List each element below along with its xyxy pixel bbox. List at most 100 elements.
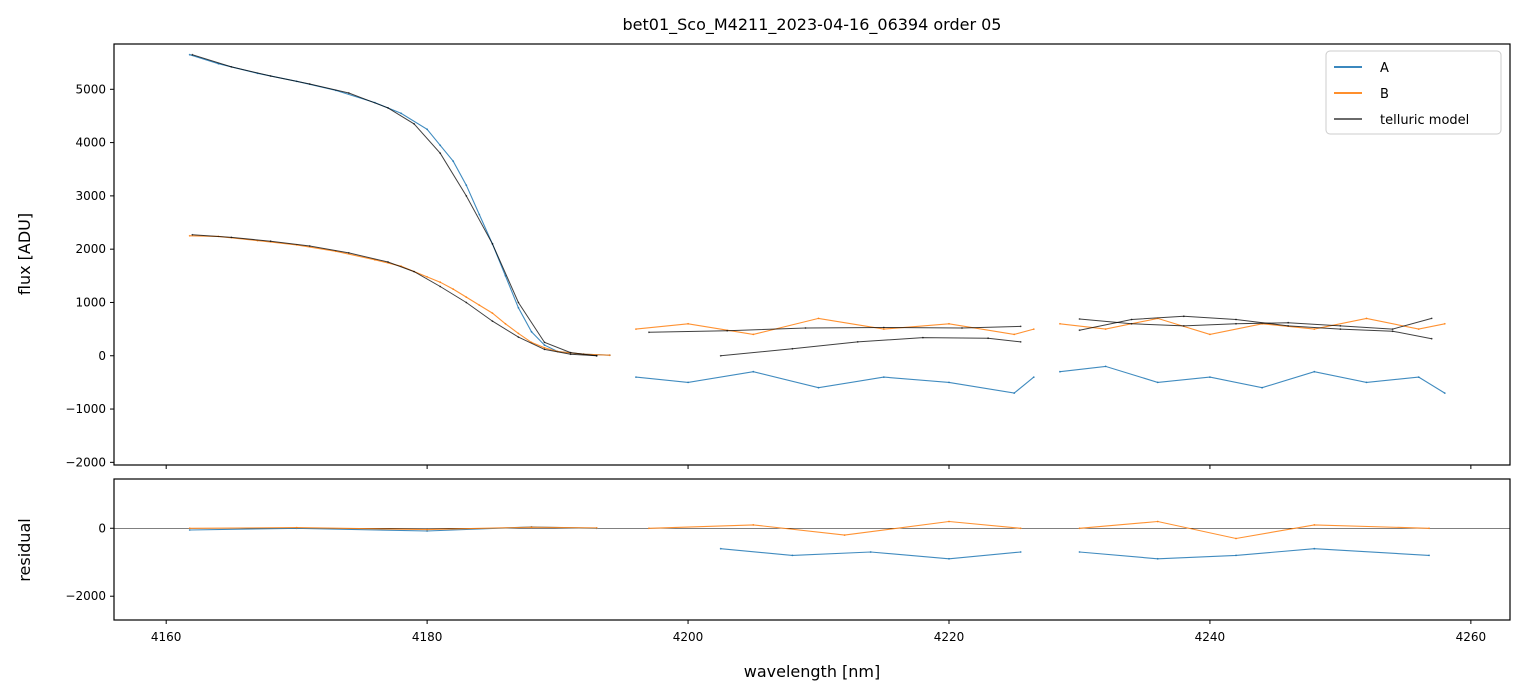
- top-point-a-2-7: [1417, 376, 1420, 378]
- top-point-telluric-model-0-2: [269, 75, 272, 77]
- top-point-telluric-model-5-7: [1430, 337, 1433, 340]
- bottom-point-a-2-4: [1428, 554, 1430, 557]
- top-point-telluric-model-5-3: [1235, 318, 1237, 321]
- top-point-telluric-model-3-1: [791, 347, 794, 350]
- top-ytick-label: 2000: [75, 242, 106, 256]
- top-point-telluric-model-0-0: [191, 53, 194, 56]
- top-point-a-0-0: [188, 53, 191, 56]
- top-point-a-2-8: [1443, 392, 1446, 394]
- bottom-point-a-1-0: [719, 547, 722, 550]
- top-point-a-1-0: [635, 376, 637, 378]
- top-point-telluric-model-4-4: [1287, 321, 1290, 324]
- top-point-b-0-8: [439, 281, 442, 284]
- top-series-telluric-model-segment-1: [192, 234, 597, 357]
- bottom-point-a-0-2: [426, 530, 428, 532]
- top-point-telluric-model-5-4: [1287, 325, 1290, 327]
- bottom-xtick-label: 4200: [673, 630, 704, 644]
- top-point-telluric-model-1-9: [491, 320, 494, 322]
- bottom-point-b-1-4: [1019, 527, 1022, 530]
- top-ytick-label: 5000: [75, 82, 106, 96]
- top-point-b-0-9: [452, 288, 455, 290]
- top-point-telluric-model-4-7: [1430, 317, 1433, 320]
- top-series-telluric-model-segment-3: [720, 337, 1021, 357]
- bottom-y-label: residual: [15, 518, 34, 581]
- top-point-a-0-6: [400, 112, 402, 115]
- bottom-xtick-label: 4160: [151, 630, 182, 644]
- top-point-telluric-model-3-0: [719, 354, 722, 357]
- top-point-telluric-model-2-5: [1019, 325, 1022, 328]
- top-series-telluric-model-segment-0: [192, 54, 597, 357]
- top-point-b-0-0: [188, 234, 191, 237]
- top-point-a-0-15: [530, 330, 533, 333]
- chart-title: bet01_Sco_M4211_2023-04-16_06394 order 0…: [623, 15, 1002, 35]
- top-point-telluric-model-0-6: [413, 123, 415, 125]
- legend-label-b: B: [1380, 87, 1389, 102]
- bottom-xtick-label: 4180: [412, 630, 443, 644]
- top-point-a-0-9: [452, 160, 455, 163]
- bottom-x-axis: 4160 4180 4200 4220 4240 4260: [151, 620, 1486, 644]
- top-ytick-label: 4000: [75, 136, 106, 150]
- top-point-b-0-12: [491, 312, 494, 314]
- top-point-a-1-1: [687, 381, 689, 384]
- top-series-b-segment-1: [635, 317, 1034, 335]
- bottom-frame: [113, 478, 1511, 621]
- bottom-point-b-2-3: [1313, 524, 1316, 526]
- top-point-telluric-model-1-6: [413, 270, 415, 273]
- bottom-plot-area: [114, 520, 1510, 560]
- top-y-axis: −2000 −1000 0 1000 2000 3000 4000 5000: [65, 82, 114, 469]
- top-series-telluric-model-segment-2: [648, 325, 1021, 333]
- top-frame: [113, 43, 1511, 466]
- top-point-telluric-model-0-7: [439, 152, 442, 155]
- top-point-a-2-3: [1209, 376, 1211, 378]
- top-point-b-0-7: [426, 276, 428, 278]
- x-axis-label: wavelength [nm]: [744, 662, 881, 681]
- top-point-telluric-model-4-0: [1078, 318, 1081, 320]
- top-plot-area: [188, 53, 1446, 394]
- top-point-a-0-16: [543, 344, 546, 346]
- top-point-b-1-0: [635, 328, 637, 330]
- bottom-point-a-2-2: [1235, 554, 1237, 557]
- top-point-a-1-4: [882, 376, 885, 378]
- top-point-telluric-model-2-3: [882, 326, 885, 329]
- bottom-point-b-1-2: [843, 534, 846, 536]
- top-point-telluric-model-3-5: [1019, 341, 1022, 343]
- top-point-telluric-model-4-6: [1391, 328, 1394, 330]
- top-point-telluric-model-1-13: [595, 354, 598, 357]
- bottom-series-a-segment-1: [720, 548, 1021, 560]
- top-point-telluric-model-0-11: [543, 341, 546, 344]
- top-point-b-0-13: [504, 322, 507, 325]
- top-point-telluric-model-5-0: [1078, 329, 1081, 332]
- top-point-telluric-model-4-5: [1339, 325, 1342, 327]
- bottom-point-a-0-0: [188, 529, 191, 531]
- bottom-ytick-label: −2000: [65, 589, 106, 603]
- top-point-telluric-model-1-5: [387, 261, 389, 263]
- top-point-a-2-6: [1365, 381, 1368, 384]
- bottom-point-b-0-4: [595, 527, 598, 529]
- top-series-a-segment-0: [189, 54, 610, 356]
- top-point-a-2-4: [1261, 386, 1263, 389]
- legend-box: [1325, 50, 1502, 135]
- top-series-telluric-model-segment-4: [1079, 317, 1432, 330]
- top-point-telluric-model-5-1: [1130, 318, 1133, 321]
- top-point-a-0-11: [478, 213, 481, 216]
- bottom-point-a-1-1: [791, 554, 794, 557]
- top-point-b-1-5: [948, 322, 950, 325]
- bottom-series-b-segment-2: [1079, 520, 1430, 540]
- top-point-telluric-model-2-2: [804, 327, 807, 329]
- top-point-b-1-3: [817, 317, 820, 320]
- top-point-telluric-model-2-1: [726, 329, 729, 332]
- bottom-point-a-2-1: [1156, 557, 1159, 560]
- top-point-a-0-10: [465, 184, 468, 187]
- top-series-a-segment-1: [635, 371, 1035, 394]
- top-point-telluric-model-5-6: [1391, 330, 1394, 333]
- top-point-telluric-model-1-10: [517, 336, 520, 338]
- bottom-point-b-2-2: [1235, 537, 1237, 540]
- top-point-a-1-7: [1032, 376, 1035, 378]
- top-point-a-2-0: [1059, 370, 1061, 373]
- bottom-xtick-label: 4240: [1195, 630, 1226, 644]
- top-point-telluric-model-3-4: [987, 337, 989, 340]
- top-point-telluric-model-1-8: [465, 301, 468, 304]
- top-point-b-1-4: [882, 328, 885, 330]
- top-point-telluric-model-1-0: [191, 233, 194, 236]
